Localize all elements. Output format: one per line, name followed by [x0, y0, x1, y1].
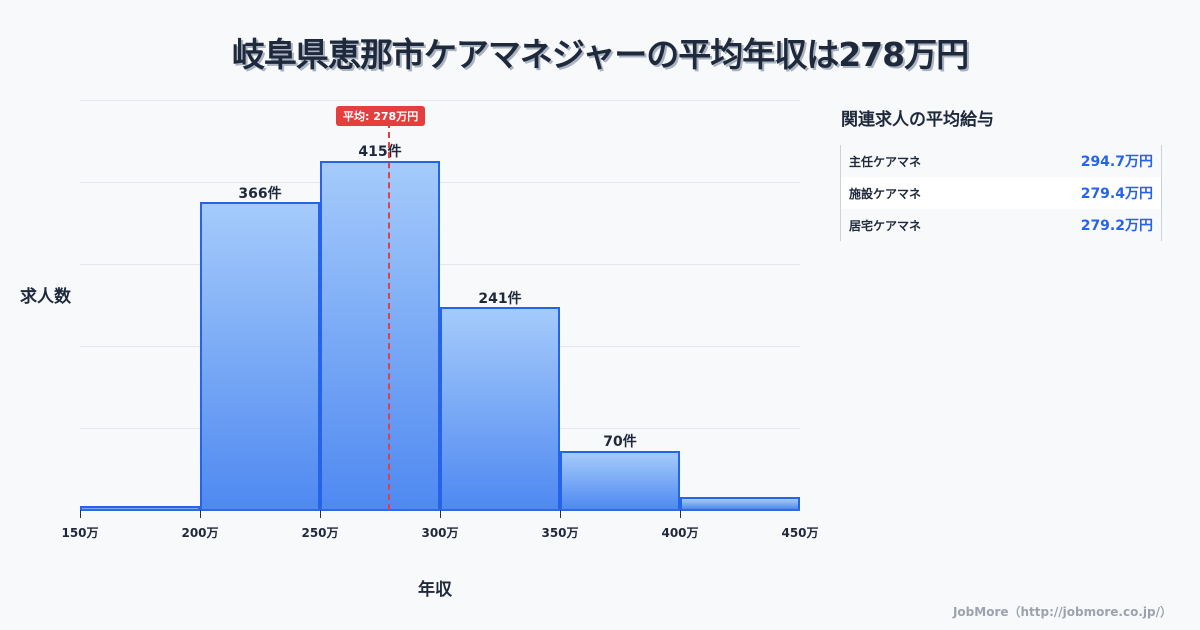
- x-tick: [680, 510, 681, 518]
- page-title: 岐阜県恵那市ケアマネジャーの平均年収は278万円: [231, 35, 969, 74]
- average-line: [388, 122, 390, 510]
- related-job-salary: 279.4万円: [1080, 186, 1153, 202]
- bar-300-350: [440, 307, 560, 511]
- x-tick: [560, 510, 561, 518]
- related-row: 主任ケアマネ 294.7万円: [841, 145, 1161, 177]
- related-salary-title: 関連求人の平均給与: [841, 110, 994, 130]
- bar-250-300: [320, 161, 440, 511]
- x-tick-label: 250万: [301, 526, 339, 540]
- related-job-name: 主任ケアマネ: [849, 154, 922, 169]
- related-salary-table: 主任ケアマネ 294.7万円 施設ケアマネ 279.4万円 居宅ケアマネ 279…: [840, 145, 1162, 241]
- bar-350-400: [560, 451, 680, 511]
- gridline: [80, 264, 800, 265]
- x-tick-label: 300万: [421, 526, 459, 540]
- bar-value-label: 70件: [603, 434, 637, 450]
- x-tick: [200, 510, 201, 518]
- related-row: 居宅ケアマネ 279.2万円: [841, 209, 1161, 241]
- x-tick: [80, 510, 81, 518]
- related-job-name: 居宅ケアマネ: [849, 218, 922, 233]
- footer-credit: JobMore（http://jobmore.co.jp/）: [952, 605, 1172, 619]
- average-badge: 平均: 278万円: [336, 106, 426, 126]
- x-tick-label: 450万: [781, 526, 819, 540]
- x-tick: [320, 510, 321, 518]
- related-job-name: 施設ケアマネ: [849, 186, 922, 201]
- related-row: 施設ケアマネ 279.4万円: [841, 177, 1161, 209]
- gridline: [80, 100, 800, 101]
- x-tick-label: 200万: [181, 526, 219, 540]
- y-axis-label: 求人数: [20, 287, 71, 307]
- bar-200-250: [200, 202, 320, 511]
- bar-value-label: 415件: [358, 144, 402, 160]
- bar-value-label: 366件: [238, 186, 282, 202]
- gridline: [80, 182, 800, 183]
- x-tick: [440, 510, 441, 518]
- x-tick-label: 150万: [61, 526, 99, 540]
- related-job-salary: 294.7万円: [1080, 154, 1153, 170]
- bar-value-label: 241件: [478, 291, 522, 307]
- related-job-salary: 279.2万円: [1080, 218, 1153, 234]
- x-axis-label: 年収: [418, 580, 452, 600]
- x-tick-label: 350万: [541, 526, 579, 540]
- x-tick-label: 400万: [661, 526, 699, 540]
